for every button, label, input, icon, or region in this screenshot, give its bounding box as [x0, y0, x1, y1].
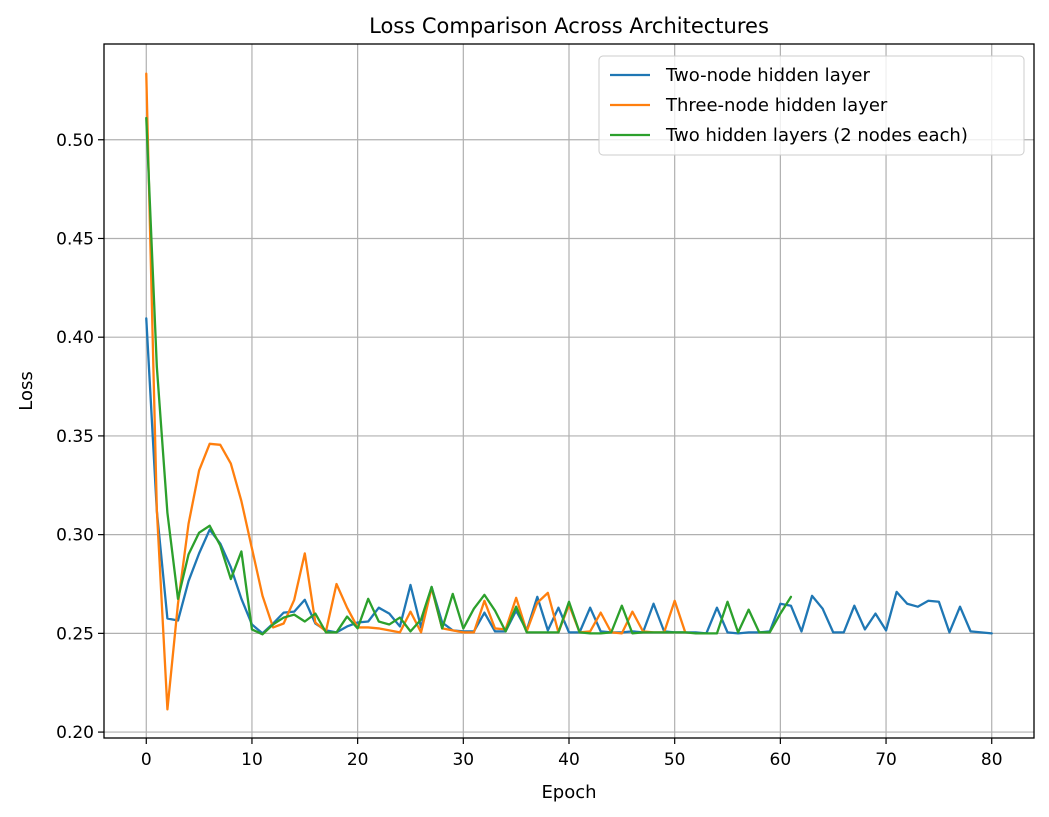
x-tick-label: 80 [981, 750, 1003, 770]
series-lines [145, 72, 993, 711]
x-axis-label: Epoch [541, 782, 596, 803]
x-tick-label: 30 [452, 750, 474, 770]
x-tick-label: 40 [558, 750, 580, 770]
x-tick-label: 50 [664, 750, 686, 770]
legend-box [598, 55, 1025, 156]
legend-label: Two-node hidden layer [665, 65, 870, 86]
x-tick-label: 70 [875, 750, 897, 770]
series-line-1 [145, 317, 993, 635]
x-tick-label: 60 [770, 750, 792, 770]
y-tick-label: 0.35 [56, 427, 94, 447]
x-tick-label: 20 [347, 750, 369, 770]
series-line-3 [145, 116, 793, 636]
x-tick-label: 0 [141, 750, 152, 770]
legend-label: Three-node hidden layer [665, 95, 888, 116]
axis-ticks: 0 10 20 30 40 50 60 70 80 0.20 0.25 0.30 0.35 0.40 0.4… [56, 131, 1002, 770]
chart-title: Loss Comparison Across Architectures [369, 14, 769, 38]
y-tick-label: 0.30 [56, 526, 94, 546]
y-tick-label: 0.50 [56, 131, 94, 151]
x-tick-label: 10 [241, 750, 263, 770]
y-tick-label: 0.40 [56, 328, 94, 348]
y-tick-label: 0.20 [56, 723, 94, 743]
legend-label: Two hidden layers (2 nodes each) [665, 125, 968, 146]
y-tick-label: 0.25 [56, 624, 94, 644]
series-line-2 [145, 72, 687, 711]
y-tick-label: 0.45 [56, 229, 94, 249]
legend: Two-node hidden layer Three-node hidden l… [598, 55, 1025, 156]
y-axis-label: Loss [16, 371, 37, 410]
